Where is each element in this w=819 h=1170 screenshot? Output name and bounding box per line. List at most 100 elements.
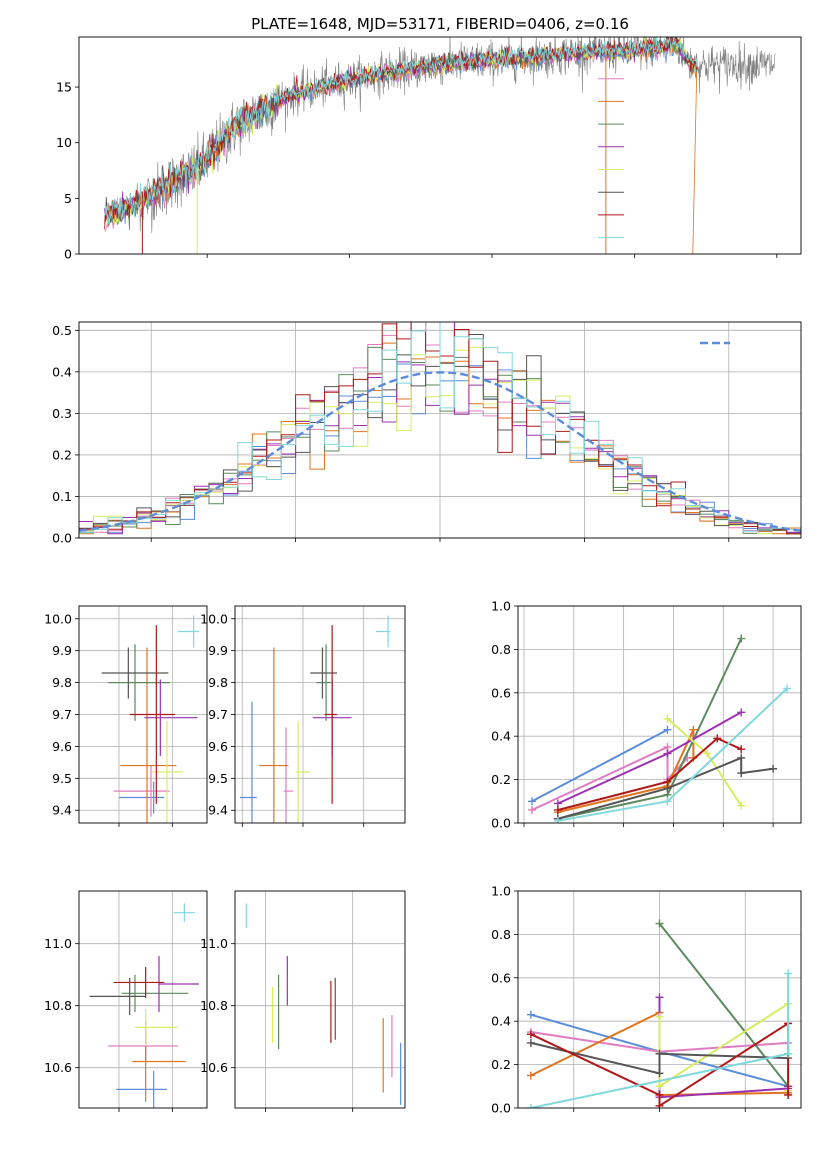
marker xyxy=(784,1049,793,1058)
errorbar-point-KS xyxy=(375,615,391,648)
y-tick-label: 0.0 xyxy=(491,1101,511,1116)
marker xyxy=(663,749,672,758)
weight-series-KS xyxy=(553,684,792,823)
y-tick-label: 11.0 xyxy=(44,936,72,951)
y-tick-label: 9.5 xyxy=(208,771,228,786)
errorbar-point-SS xyxy=(324,625,337,804)
y-tick-label: 9.8 xyxy=(52,675,72,690)
y-tick-label: 0.4 xyxy=(491,1014,511,1029)
y-tick-label: 15 xyxy=(56,80,72,95)
marker xyxy=(655,1101,664,1108)
errorbar-point-CS xyxy=(310,647,337,699)
mass_vs_Z-axes: 10.6 10.8 11.0 xyxy=(44,891,207,1112)
y-tick-label: 0.0 xyxy=(491,816,511,831)
marker xyxy=(663,777,672,786)
y-tick-label: 0.2 xyxy=(491,1057,511,1072)
marker xyxy=(655,919,664,928)
marker xyxy=(526,1104,535,1108)
marker xyxy=(769,764,778,773)
spectrum-legend xyxy=(598,55,624,239)
y-tick-label: 0.0 xyxy=(52,531,72,546)
marker xyxy=(655,1012,664,1021)
y-tick-label: 10.8 xyxy=(44,998,72,1013)
marker xyxy=(527,805,536,814)
histogram-series-KS xyxy=(79,322,801,534)
age_vs_mass-frame xyxy=(234,605,406,824)
weight-series-CE xyxy=(655,919,793,1099)
mass_vs_Z-frame xyxy=(78,890,208,1109)
marker xyxy=(784,969,793,978)
y-tick-label: 0.6 xyxy=(491,685,511,700)
marker xyxy=(655,1090,664,1099)
marker xyxy=(553,816,562,823)
spectrum-model-line-KS xyxy=(104,37,698,225)
errorbar-point-KE xyxy=(135,1008,178,1046)
marker xyxy=(703,749,712,758)
weight_vs_Z-frame xyxy=(517,890,802,1109)
marker xyxy=(737,745,746,754)
y-tick-label: 10.0 xyxy=(44,611,72,626)
marker xyxy=(526,1010,535,1019)
y-tick-label: 9.6 xyxy=(208,739,228,754)
age_vs_Z-frame xyxy=(78,605,208,824)
marker xyxy=(655,1049,664,1058)
marker xyxy=(655,1082,664,1091)
errorbar-point-SM xyxy=(283,727,294,823)
marker xyxy=(663,725,672,734)
mass_vs_EBV-axes: 10.6 10.8 11.0 xyxy=(200,891,405,1112)
age_vs_mass-axes: 9.4 9.5 9.6 9.7 9.8 9.9 10.0 xyxy=(200,606,405,827)
errorbar-point-CM xyxy=(239,701,257,823)
errorbar-point-CS xyxy=(101,647,169,699)
y-tick-label: 1.0 xyxy=(491,599,511,614)
errorbar-point-CE xyxy=(108,644,170,721)
spectrum-frame xyxy=(78,36,802,255)
y-tick-label: 9.8 xyxy=(208,675,228,690)
weight-series-KE xyxy=(663,714,746,810)
marker xyxy=(737,801,746,810)
marker xyxy=(737,769,746,778)
errorbar-point-CE xyxy=(121,974,189,1012)
y-tick-label: 0.3 xyxy=(52,406,72,421)
y-tick-label: 9.7 xyxy=(52,707,72,722)
marker xyxy=(526,1030,535,1039)
marker xyxy=(713,734,722,743)
marker xyxy=(737,634,746,643)
spectrum-axes: 0 5 10 15 xyxy=(56,80,778,262)
y-tick-label: 0.4 xyxy=(491,729,511,744)
errorbar-point-CS xyxy=(89,977,146,1015)
errorbar-point-KE xyxy=(295,720,311,823)
y-tick-label: 1.0 xyxy=(491,884,511,899)
marker xyxy=(526,1038,535,1047)
marker xyxy=(663,797,672,806)
age_vs_Z-axes: 9.4 9.5 9.6 9.7 9.8 9.9 10.0 xyxy=(44,606,207,827)
y-tick-label: 0.8 xyxy=(491,642,511,657)
y-tick-label: 0.2 xyxy=(491,772,511,787)
marker xyxy=(689,725,698,734)
errorbar-point-KS xyxy=(177,615,199,648)
marker xyxy=(526,1071,535,1080)
weight-series-SE xyxy=(553,708,746,808)
errorbar-point-CM xyxy=(119,781,165,814)
weight-series-CM xyxy=(527,725,672,806)
y-tick-label: 10.6 xyxy=(200,1060,228,1075)
y-tick-label: 0.5 xyxy=(52,323,72,338)
mass_vs_EBV-frame xyxy=(234,890,406,1109)
spectrum-title: PLATE=1648, MJD=53171, FIBERID=0406, z=0… xyxy=(251,15,629,33)
y-tick-label: 9.9 xyxy=(208,643,228,658)
errorbar-point-SS xyxy=(129,625,175,804)
weight-series-KS xyxy=(526,969,793,1108)
y-tick-label: 9.9 xyxy=(52,643,72,658)
marker xyxy=(655,1069,664,1078)
marker xyxy=(737,753,746,762)
errorbar-point-KM xyxy=(259,647,289,823)
spectrum-model-line-SS xyxy=(104,37,698,230)
weight_vs_Z-axes: 0.0 0.2 0.4 0.6 0.8 1.0 xyxy=(491,884,801,1116)
y-tick-label: 0.2 xyxy=(52,447,72,462)
errorbar-point-SS xyxy=(113,966,165,998)
y-tick-label: 10.6 xyxy=(44,1060,72,1075)
y-tick-label: 9.4 xyxy=(208,803,228,818)
y-tick-label: 11.0 xyxy=(200,936,228,951)
errorbar-point-CM xyxy=(116,1070,167,1108)
y-tick-label: 5 xyxy=(64,191,72,206)
